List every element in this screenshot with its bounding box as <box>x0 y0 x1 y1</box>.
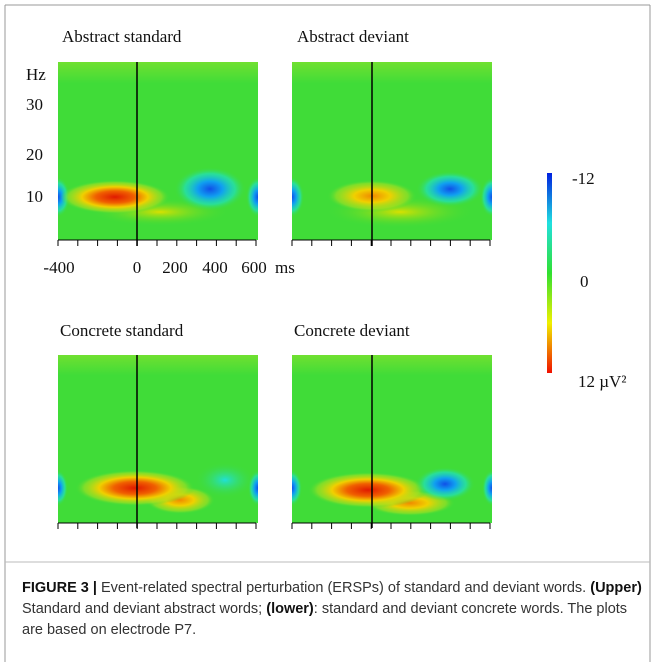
heatmap <box>58 62 258 240</box>
x-tick-label: 0 <box>133 258 142 277</box>
x-tick-label: 600 <box>241 258 267 277</box>
caption-text: Standard and deviant abstract words; <box>22 601 267 617</box>
panel-title: Concrete deviant <box>294 321 410 340</box>
panel-title: Abstract deviant <box>297 27 409 46</box>
y-tick-label: 20 <box>26 145 43 164</box>
panel-title: Concrete standard <box>60 321 184 340</box>
caption-text: Event-related spectral perturbation (ERS… <box>96 580 591 596</box>
caption-text: : standard and deviant concrete words. T… <box>22 601 628 638</box>
panel-title: Abstract standard <box>62 27 182 46</box>
x-tick-label: 400 <box>202 258 228 277</box>
x-tick-label: -400 <box>43 258 74 277</box>
colorbar <box>547 173 552 373</box>
colorbar-label: 12 µV² <box>578 372 626 391</box>
tick-marks <box>57 239 491 529</box>
y-axis-unit: Hz <box>26 65 46 84</box>
caption-label: (lower) <box>266 601 314 617</box>
colorbar-label: -12 <box>572 169 595 188</box>
heatmap <box>292 62 492 240</box>
heatmap <box>58 355 258 523</box>
x-axis-unit: ms <box>275 258 295 277</box>
caption: FIGURE 3 | Event-related spectral pertur… <box>22 578 647 641</box>
caption-label: FIGURE 3 | <box>22 580 97 596</box>
caption-label: (Upper) <box>590 580 642 596</box>
time-zero-lines <box>136 62 373 528</box>
colorbar-label: 0 <box>580 272 589 291</box>
y-tick-label: 30 <box>26 95 43 114</box>
x-tick-label: 200 <box>162 258 188 277</box>
y-tick-label: 10 <box>26 187 43 206</box>
heatmap <box>292 355 492 523</box>
